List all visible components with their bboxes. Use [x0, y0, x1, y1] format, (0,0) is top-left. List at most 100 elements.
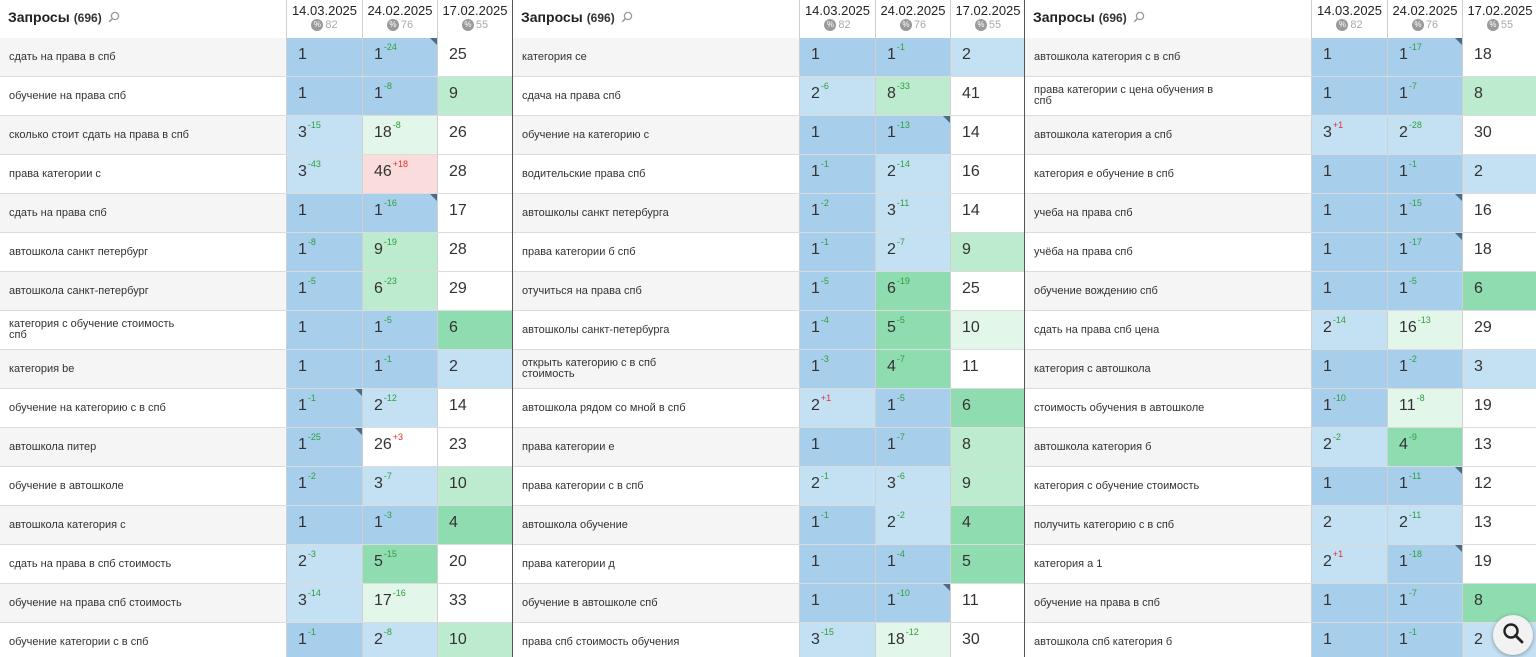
position-cell[interactable]: 1: [286, 38, 362, 76]
date-column-header[interactable]: 14.03.2025% 82: [286, 0, 362, 38]
query-keyword[interactable]: автошкола категория с: [9, 518, 126, 531]
position-cell[interactable]: 4: [437, 506, 512, 544]
position-cell[interactable]: 1-7: [1387, 584, 1462, 622]
query-keyword[interactable]: категория се: [522, 50, 587, 63]
position-cell[interactable]: 1-2: [286, 467, 362, 505]
query-keyword[interactable]: учеба на права спб: [1034, 206, 1133, 219]
position-cell[interactable]: 1: [286, 311, 362, 349]
position-cell[interactable]: 19: [1462, 545, 1536, 583]
query-keyword[interactable]: обучение на категорию с в спб: [9, 401, 166, 414]
position-cell[interactable]: 11: [950, 350, 1024, 388]
position-cell[interactable]: 1-4: [799, 311, 875, 349]
filter-search-icon[interactable]: [1133, 10, 1145, 26]
position-cell[interactable]: 9: [950, 233, 1024, 271]
position-cell[interactable]: 2-8: [362, 623, 437, 657]
position-cell[interactable]: 1-16: [362, 194, 437, 232]
position-cell[interactable]: 1-1: [286, 389, 362, 427]
filter-search-icon[interactable]: [621, 10, 633, 26]
position-cell[interactable]: 28: [437, 233, 512, 271]
position-cell[interactable]: 2-1: [799, 467, 875, 505]
position-cell[interactable]: 1: [1311, 233, 1387, 271]
position-cell[interactable]: 1: [799, 38, 875, 76]
query-keyword[interactable]: права категории с в спб: [522, 479, 644, 492]
position-cell[interactable]: 10: [437, 467, 512, 505]
query-keyword[interactable]: автошколы санкт петербурга: [522, 206, 669, 219]
position-cell[interactable]: 16: [1462, 194, 1536, 232]
position-cell[interactable]: 1-17: [1387, 233, 1462, 271]
query-keyword[interactable]: автошкола санкт петербург: [9, 245, 149, 258]
position-cell[interactable]: 8: [1462, 584, 1536, 622]
position-cell[interactable]: 2-14: [1311, 311, 1387, 349]
position-cell[interactable]: 20: [437, 545, 512, 583]
position-cell[interactable]: 8: [1462, 77, 1536, 115]
position-cell[interactable]: 1: [286, 194, 362, 232]
position-cell[interactable]: 19: [1462, 389, 1536, 427]
position-cell[interactable]: 11-8: [1387, 389, 1462, 427]
position-cell[interactable]: 30: [950, 623, 1024, 657]
position-cell[interactable]: 1-25: [286, 428, 362, 466]
position-cell[interactable]: 1-17: [1387, 38, 1462, 76]
query-keyword[interactable]: обучение в автошколе: [9, 479, 124, 492]
position-cell[interactable]: 2-12: [362, 389, 437, 427]
date-column-header[interactable]: 24.02.2025% 76: [1387, 0, 1462, 38]
position-cell[interactable]: 1-10: [875, 584, 950, 622]
position-cell[interactable]: 18: [1462, 233, 1536, 271]
queries-column-header[interactable]: Запросы (696): [8, 9, 120, 26]
position-cell[interactable]: 29: [437, 272, 512, 310]
position-cell[interactable]: 2+1: [799, 389, 875, 427]
position-cell[interactable]: 1-18: [1387, 545, 1462, 583]
position-cell[interactable]: 25: [950, 272, 1024, 310]
position-cell[interactable]: 2: [1311, 506, 1387, 544]
position-cell[interactable]: 1-5: [362, 311, 437, 349]
query-keyword[interactable]: получить категорию с в спб: [1034, 518, 1175, 531]
position-cell[interactable]: 3-15: [286, 116, 362, 154]
position-cell[interactable]: 23: [437, 428, 512, 466]
position-cell[interactable]: 5-15: [362, 545, 437, 583]
position-cell[interactable]: 26: [437, 116, 512, 154]
position-cell[interactable]: 1: [1311, 38, 1387, 76]
query-keyword[interactable]: права категории с: [9, 167, 101, 180]
query-keyword[interactable]: сдать на права в спб стоимость: [9, 557, 172, 570]
position-cell[interactable]: 1-7: [1387, 77, 1462, 115]
query-keyword[interactable]: открыть категорию с в спб стоимость: [522, 357, 657, 380]
query-keyword[interactable]: права категории б спб: [522, 245, 636, 258]
position-cell[interactable]: 1-15: [1387, 194, 1462, 232]
position-cell[interactable]: 18-8: [362, 116, 437, 154]
position-cell[interactable]: 1-1: [1387, 623, 1462, 657]
position-cell[interactable]: 4: [950, 506, 1024, 544]
position-cell[interactable]: 1-2: [1387, 350, 1462, 388]
position-cell[interactable]: 18-12: [875, 623, 950, 657]
query-keyword[interactable]: обучение на категорию с: [522, 128, 650, 141]
query-keyword[interactable]: обучение на права спб: [9, 89, 127, 102]
position-cell[interactable]: 1-8: [286, 233, 362, 271]
position-cell[interactable]: 26+3: [362, 428, 437, 466]
position-cell[interactable]: 9: [437, 77, 512, 115]
position-cell[interactable]: 2-14: [875, 155, 950, 193]
position-cell[interactable]: 1: [1311, 272, 1387, 310]
query-keyword[interactable]: сдать на права спб: [9, 206, 107, 219]
position-cell[interactable]: 2-6: [799, 77, 875, 115]
position-cell[interactable]: 3-7: [362, 467, 437, 505]
queries-column-header[interactable]: Запросы (696): [521, 9, 633, 26]
query-keyword[interactable]: сдать на права в спб: [9, 50, 116, 63]
query-keyword[interactable]: обучение категории с в спб: [9, 635, 149, 648]
date-column-header[interactable]: 24.02.2025% 76: [875, 0, 950, 38]
position-cell[interactable]: 4-7: [875, 350, 950, 388]
search-fab-button[interactable]: [1493, 615, 1533, 655]
position-cell[interactable]: 33: [437, 584, 512, 622]
position-cell[interactable]: 14: [950, 194, 1024, 232]
position-cell[interactable]: 16-13: [1387, 311, 1462, 349]
query-keyword[interactable]: обучение на права спб стоимость: [9, 596, 182, 609]
position-cell[interactable]: 1: [1311, 584, 1387, 622]
position-cell[interactable]: 6-23: [362, 272, 437, 310]
query-keyword[interactable]: категория а 1: [1034, 557, 1103, 570]
query-keyword[interactable]: автошкола обучение: [522, 518, 628, 531]
date-column-header[interactable]: 17.02.2025% 55: [1462, 0, 1536, 38]
date-column-header[interactable]: 24.02.2025% 76: [362, 0, 437, 38]
position-cell[interactable]: 1-5: [875, 389, 950, 427]
position-cell[interactable]: 2-2: [875, 506, 950, 544]
position-cell[interactable]: 1-5: [1387, 272, 1462, 310]
position-cell[interactable]: 14: [437, 389, 512, 427]
position-cell[interactable]: 5: [950, 545, 1024, 583]
query-keyword[interactable]: права категории с цена обучения в спб: [1034, 84, 1214, 107]
